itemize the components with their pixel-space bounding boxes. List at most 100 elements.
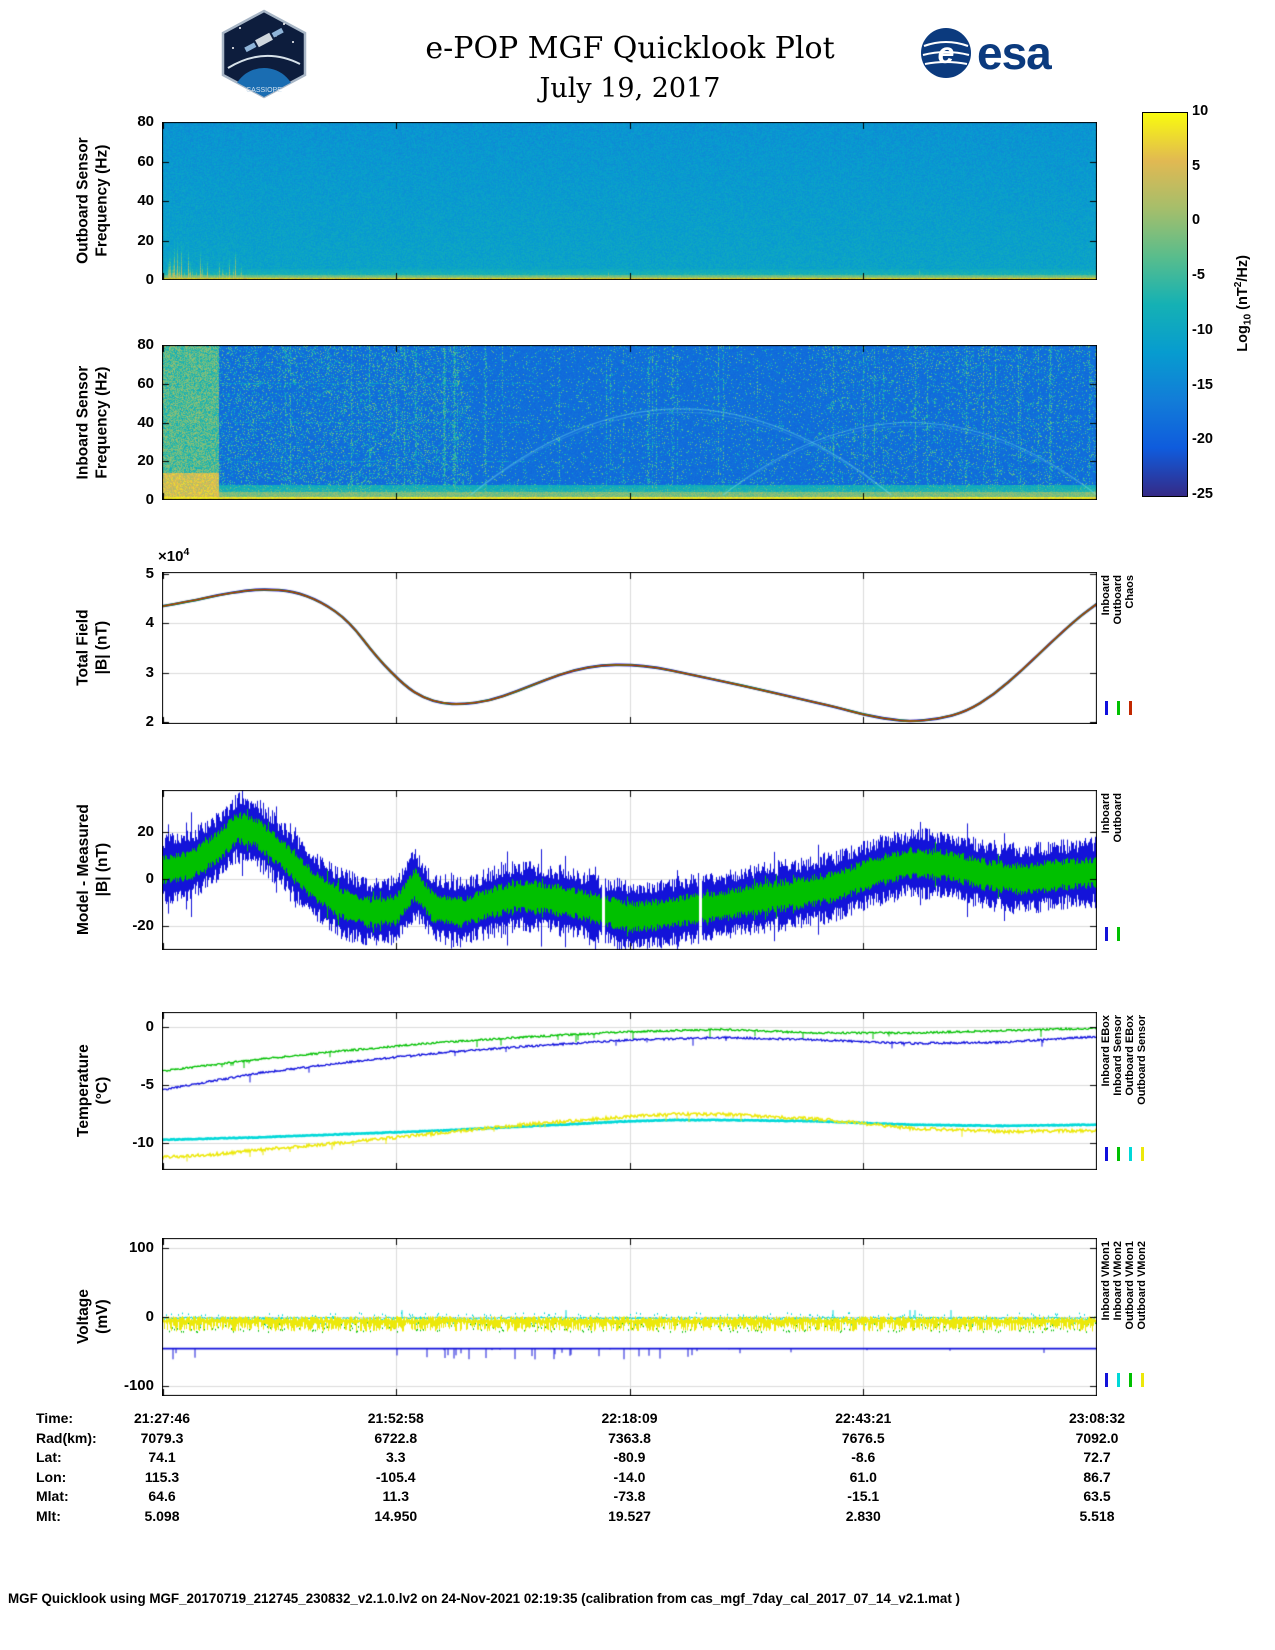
legend-entry: Inboard VMon1: [1100, 1238, 1112, 1396]
legend-entry: Outboard EBox: [1124, 1012, 1136, 1170]
legend-label: Inboard: [1100, 793, 1112, 834]
legend-label: Outboard VMon1: [1124, 1241, 1136, 1330]
info-value: -73.8: [613, 1488, 646, 1505]
y-tick-label: 0: [145, 1018, 154, 1036]
y-tick-label: 0: [145, 271, 154, 288]
y-tick-labels: 2 3 4 5: [94, 565, 154, 729]
plot-date: July 19, 2017: [539, 73, 721, 104]
colorbar-tick-label: -5: [1192, 267, 1205, 284]
y-tick-label: 0: [145, 1308, 154, 1325]
y-tick-label: -10: [132, 1134, 154, 1152]
legend-color-dash: [1129, 701, 1132, 715]
legend: Inboard EBox Inboard Sensor Outboard EBox O…: [1100, 1012, 1148, 1170]
temperature-canvas: [162, 1012, 1097, 1170]
info-value: 23:08:32: [1068, 1410, 1126, 1426]
esa-globe-letter: e: [938, 37, 955, 70]
info-value: 115.3: [144, 1468, 180, 1485]
colorbar: [1142, 112, 1188, 497]
legend-color-dash: [1105, 927, 1108, 941]
panel-voltage: Voltage (mV) 100 0 -100 Inboard VMon1 Inboar…: [0, 1238, 1275, 1396]
legend-entry: Inboard EBox: [1100, 1012, 1112, 1170]
info-value: 72.7: [1083, 1449, 1111, 1466]
colorbar-tick-label: -25: [1192, 486, 1213, 502]
info-value: 2.830: [845, 1508, 881, 1524]
legend-color-dash: [1129, 1373, 1132, 1387]
model-minus-measured-canvas: [162, 790, 1097, 950]
voltage-canvas: [162, 1238, 1097, 1396]
legend-entry: Inboard: [1100, 790, 1112, 950]
legend-entry: Inboard Sensor: [1112, 1012, 1124, 1170]
info-value: -8.6: [851, 1449, 876, 1466]
esa-wordmark: esa: [977, 27, 1052, 79]
info-value: 7092.0: [1075, 1429, 1119, 1446]
info-value: 74.1: [148, 1449, 176, 1466]
y-tick-label: -100: [123, 1376, 154, 1394]
legend-entry: Inboard VMon2: [1112, 1238, 1124, 1396]
legend-color-dash: [1105, 701, 1108, 715]
total-field-scale-label: ×104: [158, 546, 190, 565]
legend-color-dash: [1117, 927, 1120, 941]
outboard-spectrogram-canvas: [162, 122, 1097, 280]
y-tick-label: 20: [137, 231, 154, 249]
legend-entry: Outboard: [1112, 572, 1124, 724]
info-value: 22:43:21: [835, 1410, 892, 1426]
legend-label: Outboard VMon2: [1136, 1241, 1148, 1330]
y-tick-label: -5: [140, 1076, 154, 1094]
info-row-label: Lon:: [36, 1468, 67, 1485]
y-tick-labels: 0 -5 -10: [94, 1012, 154, 1170]
info-value: 86.7: [1083, 1468, 1111, 1485]
colorbar-tick-labels: 10 5 0 -5 -10 -15 -20 -25: [1192, 103, 1248, 502]
colorbar-tick-label: 5: [1192, 157, 1201, 174]
header: e-POP MGF Quicklook Plot July 19, 2017: [240, 32, 1020, 104]
info-value: 7363.8: [608, 1429, 651, 1446]
legend-entry: Outboard VMon1: [1124, 1238, 1136, 1396]
legend-label: Inboard VMon2: [1112, 1241, 1124, 1321]
legend-color-dash: [1117, 1373, 1120, 1387]
inboard-spectrogram-canvas: [162, 345, 1097, 500]
y-tick-label: 5: [145, 565, 154, 583]
info-value: -105.4: [375, 1468, 416, 1485]
y-tick-labels: 100 0 -100: [94, 1238, 154, 1396]
legend-label: Chaos: [1124, 575, 1136, 609]
info-row-label: Mlt:: [36, 1508, 61, 1524]
legend-color-dash: [1117, 1147, 1120, 1161]
y-tick-label: 4: [145, 614, 154, 632]
total-field-canvas: [162, 572, 1097, 724]
info-value: 21:52:58: [367, 1410, 424, 1426]
y-tick-label: 40: [137, 192, 154, 209]
legend-entry: Chaos: [1124, 572, 1136, 724]
info-row-label: Lat:: [36, 1449, 62, 1466]
legend-label: Outboard Sensor: [1136, 1015, 1148, 1105]
ephemeris-table: Time: 21:27:46 21:52:58 22:18:09 22:43:21 23:…: [0, 1410, 1275, 1532]
y-tick-label: 0: [145, 491, 154, 508]
legend-label: Inboard VMon1: [1100, 1241, 1112, 1321]
legend-color-dash: [1141, 1147, 1144, 1161]
panel-temperature: Temperature (°C) 0 -5 -10 Inboard EBox Inboa…: [0, 1012, 1275, 1170]
info-row-label: Rad(km):: [36, 1429, 97, 1446]
info-value: -80.9: [613, 1449, 646, 1466]
legend-color-dash: [1105, 1373, 1108, 1387]
y-tick-labels: 0 20 40 60 80: [94, 336, 154, 508]
legend-label: Outboard: [1112, 575, 1124, 625]
y-tick-label: 20: [137, 452, 154, 470]
info-value: 63.5: [1083, 1488, 1111, 1505]
y-tick-label: 60: [137, 374, 154, 392]
y-tick-label: 100: [128, 1239, 154, 1257]
y-tick-label: -20: [132, 917, 154, 935]
info-value: 11.3: [382, 1488, 409, 1505]
info-value: 21:27:46: [133, 1410, 191, 1426]
info-value: 5.518: [1079, 1508, 1115, 1524]
colorbar-tick-label: -20: [1192, 431, 1213, 448]
legend-label: Inboard Sensor: [1112, 1015, 1124, 1096]
y-tick-labels: -20 0 20: [94, 790, 154, 950]
cassiope-patch-icon: CASSIOPE: [221, 9, 307, 99]
legend-label: Inboard: [1100, 575, 1112, 616]
cassiope-mission-patch: CASSIOPE: [218, 8, 310, 105]
info-value: 61.0: [849, 1468, 877, 1485]
info-row-label: Mlat:: [36, 1488, 69, 1505]
info-value: 64.6: [148, 1488, 176, 1505]
info-value: 7676.5: [841, 1429, 885, 1446]
y-tick-label: 40: [137, 413, 154, 431]
legend-color-dash: [1129, 1147, 1132, 1161]
legend-color-dash: [1105, 1147, 1108, 1161]
